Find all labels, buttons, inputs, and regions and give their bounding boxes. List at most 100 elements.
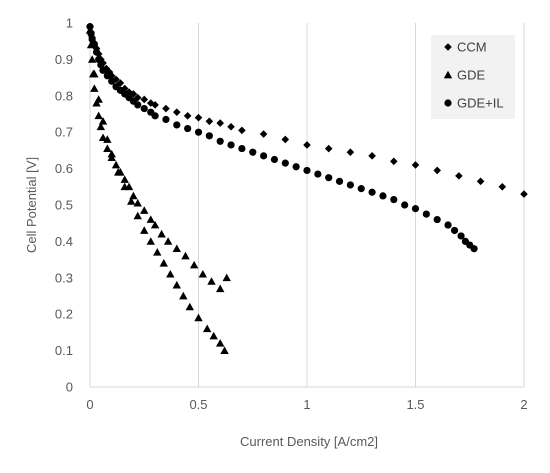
- series-gde: [85, 26, 231, 354]
- data-point-gde-il: [216, 137, 224, 145]
- data-point-gde-il: [444, 221, 452, 229]
- data-point-gde-il: [335, 177, 344, 185]
- data-point-ccm: [476, 177, 485, 186]
- data-point-ccm: [346, 148, 355, 157]
- data-point-gde: [107, 149, 116, 158]
- data-point-gde: [94, 111, 103, 120]
- data-point-ccm: [173, 108, 181, 116]
- y-tick-label: 0.5: [55, 198, 73, 213]
- data-point-gde-il: [346, 181, 354, 189]
- data-point-ccm: [259, 130, 268, 138]
- data-point-gde-il: [184, 124, 192, 133]
- legend-marker-gde: [443, 70, 453, 79]
- data-point-ccm: [151, 101, 159, 109]
- data-point-gde-il: [140, 104, 148, 113]
- data-point-gde-il: [379, 192, 387, 200]
- data-point-gde: [163, 237, 173, 245]
- data-point-gde: [96, 122, 106, 131]
- x-tick-label: 1.5: [406, 397, 424, 412]
- data-point-gde-il: [95, 55, 103, 64]
- x-axis-title: Current Density [A/cm2]: [240, 434, 378, 449]
- y-tick-label: 0.2: [55, 307, 73, 322]
- data-point-gde: [153, 248, 162, 256]
- legend-label: GDE: [457, 68, 486, 83]
- data-point-gde-il: [401, 201, 409, 209]
- data-point-gde: [114, 168, 123, 176]
- data-point-gde-il: [303, 166, 311, 175]
- data-point-gde-il: [270, 155, 279, 164]
- y-tick-label: 1: [66, 16, 73, 31]
- data-point-gde-il: [433, 215, 441, 224]
- data-point-gde-il: [390, 195, 398, 204]
- data-point-ccm: [368, 152, 376, 160]
- x-tick-label: 0: [86, 397, 93, 412]
- legend: CCM GDE GDE+IL: [431, 35, 515, 119]
- y-tick-label: 0.6: [55, 161, 73, 176]
- data-point-gde: [140, 206, 149, 214]
- data-point-gde: [150, 220, 160, 229]
- data-point-gde-il: [134, 101, 142, 109]
- data-point-gde-il: [450, 226, 459, 235]
- data-point-ccm: [162, 104, 170, 113]
- data-point-gde-il: [88, 35, 96, 43]
- data-point-gde: [94, 95, 103, 103]
- data-point-ccm: [227, 122, 235, 131]
- data-point-gde: [222, 273, 231, 282]
- data-point-gde-il: [292, 163, 300, 171]
- y-tick-label: 0.8: [55, 88, 73, 103]
- data-point-gde-il: [227, 141, 235, 149]
- data-point-gde-il: [103, 72, 111, 80]
- data-point-ccm: [303, 141, 311, 149]
- data-point-gde: [179, 291, 188, 300]
- x-tick-label: 0.5: [189, 397, 207, 412]
- data-point-ccm: [216, 119, 224, 127]
- y-tick-label: 0.7: [55, 125, 73, 140]
- data-point-gde: [207, 277, 216, 285]
- data-point-gde: [133, 198, 142, 207]
- data-point-gde-il: [108, 77, 116, 85]
- data-point-gde-il: [90, 41, 98, 49]
- data-point-gde-il: [92, 48, 101, 56]
- data-point-ccm: [205, 117, 214, 126]
- tick-labels: 0 0.5 1 1.5 2 0 0.1 0.2 0.3 0.4 0.5 0.6 0.7 0.8 0.9 1: [55, 16, 528, 413]
- data-point-gde-il: [173, 121, 181, 129]
- data-point-gde: [189, 260, 199, 269]
- data-point-gde: [216, 284, 225, 293]
- data-point-gde: [98, 133, 108, 142]
- data-point-gde-il: [162, 115, 170, 124]
- data-point-gde: [166, 269, 175, 278]
- data-point-ccm: [194, 113, 203, 122]
- legend-marker-gde-il: [444, 99, 452, 107]
- data-point-gde-il: [99, 66, 107, 74]
- data-point-gde: [146, 237, 155, 245]
- data-point-gde-il: [86, 23, 94, 31]
- data-point-gde: [133, 211, 142, 220]
- data-point-gde-il: [249, 148, 257, 156]
- x-tick-label: 2: [520, 397, 527, 412]
- data-point-ccm: [133, 93, 142, 102]
- data-point-gde: [209, 331, 218, 340]
- data-point-gde: [216, 339, 225, 347]
- data-point-gde-il: [151, 112, 159, 120]
- legend-items: CCM GDE GDE+IL: [443, 40, 504, 111]
- data-point-gde: [220, 346, 229, 354]
- data-point-gde-il: [87, 30, 95, 38]
- data-point-gde: [181, 251, 190, 260]
- data-point-gde: [198, 269, 208, 278]
- data-point-gde: [120, 175, 129, 183]
- data-point-gde-il: [422, 210, 430, 218]
- data-point-gde-il: [194, 128, 203, 136]
- data-point-gde: [194, 313, 203, 322]
- data-point-gde: [146, 215, 155, 223]
- data-point-gde-il: [238, 144, 246, 153]
- data-point-ccm: [324, 144, 333, 153]
- data-point-ccm: [520, 190, 528, 198]
- data-point-ccm: [146, 99, 155, 107]
- data-point-gde-il: [325, 174, 333, 182]
- data-point-gde-il: [368, 188, 376, 196]
- data-point-gde-il: [470, 245, 478, 253]
- data-point-gde: [127, 197, 136, 205]
- data-point-gde: [172, 280, 181, 289]
- legend-marker-ccm: [444, 43, 452, 51]
